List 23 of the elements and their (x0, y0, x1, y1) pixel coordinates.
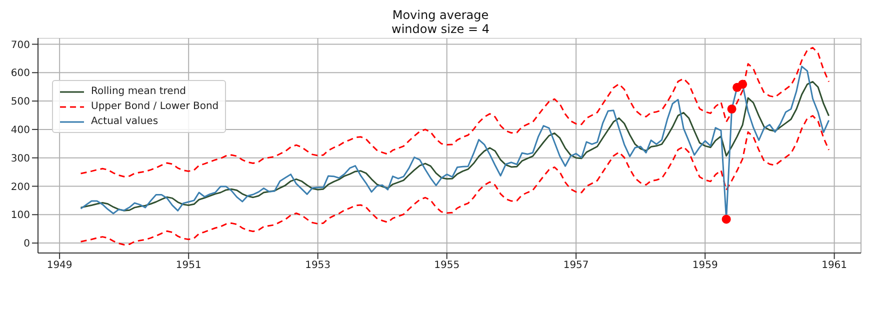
y-tick-label: 200 (10, 182, 30, 193)
chart-title: Moving average (391, 8, 490, 22)
x-tick-label: 1953 (305, 260, 331, 272)
chart-subtitle: window size = 4 (390, 22, 490, 36)
legend-label: Actual values (91, 116, 158, 127)
x-tick-label: 1957 (563, 260, 589, 272)
y-tick-label: 300 (10, 153, 30, 164)
y-tick-label: 0 (24, 238, 30, 250)
x-tick-label: 1961 (822, 260, 848, 272)
x-tick-label: 1951 (176, 260, 202, 272)
line-series (80, 80, 830, 212)
x-tick-label: 1959 (692, 260, 718, 272)
line-series (80, 115, 830, 246)
y-tick-label: 700 (10, 40, 30, 51)
line-series (80, 46, 830, 178)
legend-label: Rolling mean trend (91, 86, 186, 97)
x-tick-label: 1955 (434, 260, 460, 272)
y-tick-label: 600 (10, 68, 30, 80)
legend-label: Upper Bond / Lower Bond (91, 101, 219, 112)
x-tick-label: 1949 (46, 260, 72, 272)
y-tick-label: 400 (10, 125, 30, 136)
y-tick-label: 500 (10, 96, 30, 108)
y-tick-label: 100 (10, 210, 30, 222)
